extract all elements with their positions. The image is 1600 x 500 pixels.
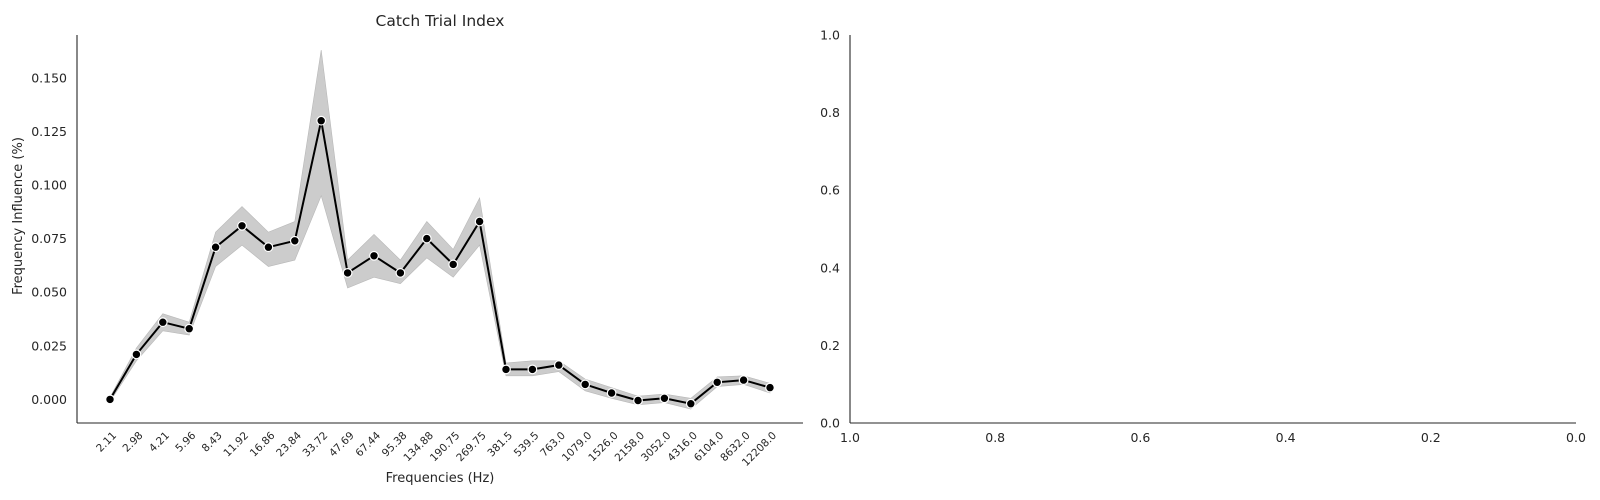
data-point	[501, 364, 511, 375]
x-tick-label: 0.8	[985, 430, 1005, 445]
data-point	[738, 375, 749, 386]
data-point	[580, 379, 591, 390]
confidence-band-layer	[109, 49, 771, 410]
y-tick-label: 0.4	[820, 260, 840, 275]
data-point	[369, 250, 379, 261]
y-tick-label: 0.050	[31, 285, 67, 300]
data-point	[685, 398, 696, 409]
x-tick-label: 269.75	[454, 430, 488, 464]
y-tick-label: 0.150	[31, 70, 67, 85]
y-tick-label: 0.000	[31, 392, 67, 407]
data-point	[184, 323, 195, 334]
data-point	[263, 242, 274, 253]
data-point	[131, 349, 142, 360]
y-tick-label: 0.2	[820, 338, 840, 353]
x-tick-label: 47.69	[327, 430, 357, 460]
data-point	[316, 115, 327, 126]
x-tick-labels: 2.11 2.98 4.21 5.96 8.4311.9216.8623.8433.72…	[94, 429, 779, 468]
x-tick-label: 16.86	[248, 429, 278, 459]
y-tick-label: 0.6	[820, 183, 840, 198]
data-point	[448, 259, 459, 270]
y-tick-labels: 0.0 0.2 0.4 0.6 0.8 1.0	[820, 28, 840, 431]
data-point	[289, 235, 300, 246]
data-point	[105, 394, 115, 405]
data-point	[474, 216, 485, 227]
data-point	[342, 268, 353, 278]
data-points-layer	[105, 115, 775, 409]
x-tick-label: 539.5	[512, 430, 542, 460]
x-tick-label: 33.72	[301, 430, 331, 460]
x-tick-label: 11.92	[221, 430, 251, 460]
data-point	[210, 242, 221, 253]
data-point	[237, 220, 247, 231]
chart-title: Catch Trial Index	[376, 12, 505, 30]
y-tick-labels: 0.000 0.025 0.050 0.075 0.100 0.125 0.150	[31, 70, 67, 407]
y-tick-label: 0.025	[31, 338, 67, 353]
data-point	[395, 268, 406, 278]
x-tick-label: 0.4	[1276, 430, 1296, 445]
x-axis-title: Frequencies (Hz)	[386, 471, 495, 486]
data-point	[659, 393, 670, 404]
x-tick-labels: 1.0 0.8 0.6 0.4 0.2 0.0	[840, 430, 1586, 445]
catch-trial-chart: Catch Trial Index 0.0000.0250.0500.0750.…	[11, 12, 803, 486]
y-axis-title: Frequency Influence (%)	[11, 137, 26, 295]
x-tick-label: 23.84	[274, 429, 304, 459]
x-tick-label: 0.0	[1566, 430, 1586, 445]
x-tick-label: 4.21	[147, 430, 172, 455]
y-tick-label: 0.125	[31, 124, 67, 139]
data-point	[633, 395, 643, 406]
x-tick-label: 2.98	[120, 430, 145, 455]
x-tick-label: 0.2	[1421, 430, 1441, 445]
data-point	[553, 360, 564, 371]
data-point	[765, 382, 775, 393]
x-tick-label: 0.6	[1130, 430, 1150, 445]
y-tick-label: 1.0	[820, 28, 840, 43]
x-tick-label: 67.44	[353, 429, 383, 459]
empty-chart: 0.0 0.2 0.4 0.6 0.8 1.0 1.0 0.8 0.6 0.4 0.2 0.0	[820, 28, 1586, 446]
data-point	[527, 364, 538, 375]
y-tick-label: 0.100	[31, 178, 67, 193]
y-tick-label: 0.075	[31, 231, 67, 246]
x-tick-label: 5.96	[173, 429, 198, 454]
y-tick-label: 0.8	[820, 105, 840, 120]
x-tick-label: 1.0	[840, 430, 860, 445]
y-tick-label: 0.0	[820, 416, 840, 431]
data-point	[712, 377, 723, 388]
x-tick-label: 381.5	[485, 430, 515, 460]
data-point	[157, 317, 168, 328]
confidence-band	[109, 49, 771, 410]
x-tick-label: 2.11	[94, 430, 119, 455]
data-point	[606, 388, 617, 398]
data-point	[421, 233, 432, 244]
